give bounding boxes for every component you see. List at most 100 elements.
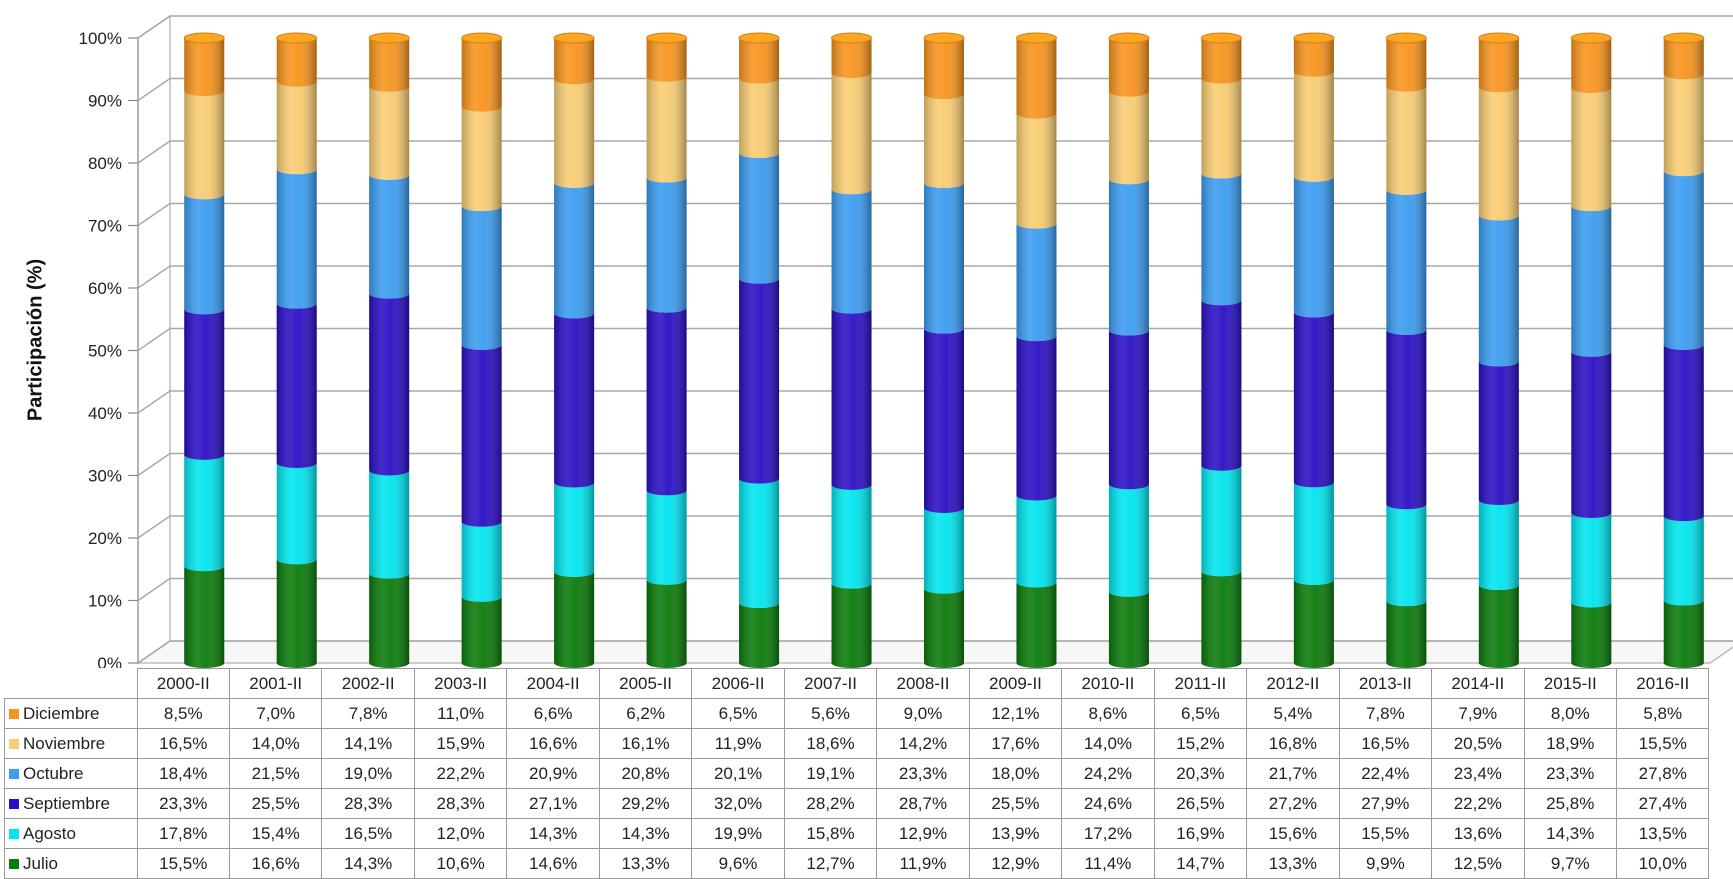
bar-segment-shading <box>184 91 225 200</box>
bar-stack-2007-II <box>831 32 873 668</box>
bar-segment-shading <box>1571 351 1612 518</box>
table-cell: 28,3% <box>321 788 415 819</box>
table-column-header: 2014-II <box>1431 668 1525 699</box>
bar-segment-shading <box>1201 571 1242 668</box>
bar-top-cap <box>183 32 225 44</box>
bar-segment-shading <box>276 559 317 668</box>
table-column-header: 2001-II <box>228 668 323 699</box>
bar-segment-shading <box>1201 38 1242 84</box>
bar-segment-shading <box>461 344 502 527</box>
bar-segment-shading <box>1016 336 1057 501</box>
legend-entry: Agosto <box>4 818 138 849</box>
bar-segment-shading <box>276 463 317 565</box>
bar-segment-shading <box>554 182 595 319</box>
bar-stack-2001-II <box>276 32 318 668</box>
table-cell: 14,6% <box>506 848 600 879</box>
bar-segment-shading <box>739 78 780 158</box>
y-tick-label: 80% <box>88 154 122 173</box>
table-cell: 27,2% <box>1246 788 1340 819</box>
table-cell: 14,3% <box>321 848 415 879</box>
legend-label: Octubre <box>23 763 84 783</box>
bar-segment-shading <box>184 309 225 460</box>
legend-entry: Noviembre <box>4 728 138 759</box>
table-row: Julio 15,5% 16,6% 14,3% 10,6% 14,6% 13,3% 9,6% 1… <box>4 848 1710 879</box>
bar-segment-shading <box>1663 74 1704 177</box>
legend-swatch <box>9 829 19 840</box>
table-cell: 20,5% <box>1431 728 1525 759</box>
table-cell: 6,5% <box>1153 698 1248 729</box>
table-cell: 23,4% <box>1431 758 1525 789</box>
table-cell: 22,2% <box>1431 788 1525 819</box>
table-cell: 12,5% <box>1431 848 1525 879</box>
legend-swatch <box>9 769 19 780</box>
bar-stack-2013-II <box>1385 32 1427 668</box>
bar-segment-shading <box>1478 38 1519 93</box>
table-row: Agosto 17,8% 15,4% 16,5% 12,0% 14,3% 14,3% 19,9… <box>4 818 1710 849</box>
bar-segment-shading <box>461 106 502 212</box>
table-cell: 13,3% <box>1246 848 1340 879</box>
bar-segment-shading <box>554 571 595 668</box>
legend-label: Diciembre <box>23 703 100 723</box>
table-row: Octubre 18,4% 21,5% 19,0% 22,2% 20,9% 20,8% 20,… <box>4 758 1710 789</box>
bar-segment-shading <box>831 38 872 78</box>
table-cell: 15,5% <box>1615 728 1710 759</box>
table-cell: 5,6% <box>783 698 878 729</box>
bar-segment-shading <box>1571 206 1612 357</box>
y-tick-label: 40% <box>88 404 122 423</box>
bar-segment-shading <box>554 313 595 488</box>
table-cell: 18,0% <box>968 758 1063 789</box>
table-column-header: 2005-II <box>598 668 693 699</box>
table-cell: 5,8% <box>1615 698 1710 729</box>
bar-segment-shading <box>924 38 964 100</box>
legend-label: Julio <box>23 853 58 873</box>
bar-segment-shading <box>646 177 687 313</box>
table-cell: 23,3% <box>136 788 230 819</box>
legend-entry: Octubre <box>4 758 138 789</box>
bar-stack-2008-II <box>923 32 965 668</box>
table-column-header: 2008-II <box>876 668 970 699</box>
bar-top-cap <box>1663 32 1705 44</box>
bar-segment-shading <box>1108 330 1149 490</box>
table-column-header: 2016-II <box>1615 668 1710 699</box>
table-cell: 28,3% <box>413 788 508 819</box>
table-cell: 19,1% <box>783 758 878 789</box>
table-cell: 11,0% <box>413 698 508 729</box>
table-cell: 8,5% <box>136 698 230 729</box>
table-column-header: 2007-II <box>783 668 878 699</box>
table-cell: 32,0% <box>691 788 785 819</box>
bar-stack-2006-II <box>738 32 780 668</box>
bar-segment-shading <box>646 579 687 668</box>
y-tick-label: 20% <box>88 529 122 548</box>
bar-stack-2002-II <box>368 32 410 668</box>
table-cell: 18,9% <box>1523 728 1618 759</box>
table-cell: 20,3% <box>1153 758 1248 789</box>
bar-segment-shading <box>1108 179 1149 336</box>
table-cell: 18,4% <box>136 758 230 789</box>
table-cell: 9,0% <box>876 698 970 729</box>
table-cell: 25,8% <box>1523 788 1618 819</box>
table-row: Diciembre 8,5% 7,0% 7,8% 11,0% 6,6% 6,2% 6,5% 5,… <box>4 698 1710 729</box>
bar-segment-shading <box>1108 484 1149 597</box>
table-cell: 7,8% <box>1338 698 1433 729</box>
legend-swatch <box>9 799 19 810</box>
bar-segment-shading <box>1571 38 1612 93</box>
table-column-header: 2013-II <box>1338 668 1433 699</box>
table-cell: 27,4% <box>1615 788 1710 819</box>
bar-top-cap <box>1570 32 1612 44</box>
legend-entry: Septiembre <box>4 788 138 819</box>
bar-segment-shading <box>1663 171 1704 350</box>
table-cell: 5,4% <box>1246 698 1340 729</box>
table-cell: 16,6% <box>506 728 600 759</box>
table-cell: 27,8% <box>1615 758 1710 789</box>
y-tick-label: 30% <box>88 467 122 486</box>
bar-segment-shading <box>1293 579 1334 668</box>
bar-segment-shading <box>276 169 317 309</box>
legend-swatch <box>9 709 19 720</box>
bar-segment-shading <box>554 79 595 188</box>
table-column-header: 2003-II <box>413 668 508 699</box>
bar-segment-shading <box>1293 38 1334 77</box>
table-column-header: 2006-II <box>691 668 785 699</box>
table-column-header: 2012-II <box>1246 668 1340 699</box>
bar-segment-shading <box>1016 38 1057 119</box>
bar-segment-shading <box>924 94 964 188</box>
